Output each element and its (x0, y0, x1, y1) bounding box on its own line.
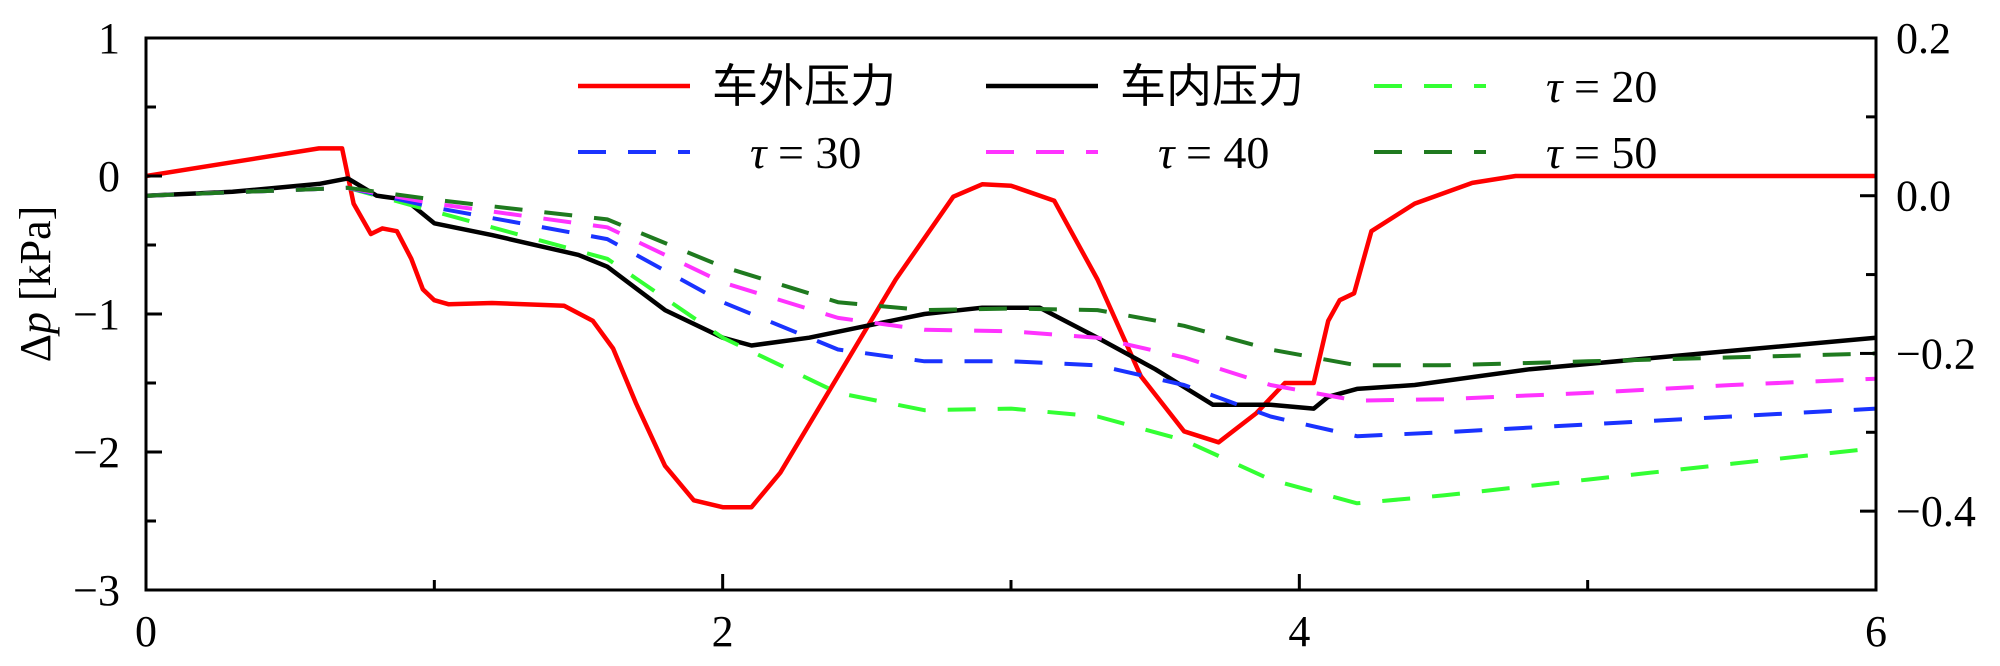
y-right-tick-label: −0.2 (1896, 329, 1976, 378)
x-tick-label: 4 (1288, 607, 1310, 656)
series-line-5 (146, 185, 1876, 403)
legend: 车外压力 车内压力 τ = 20 τ = 30 τ = 40 τ = 50 (578, 61, 1657, 178)
y-left-tick-label: 1 (98, 14, 120, 63)
legend-label-5: τ = 40 (1158, 127, 1269, 178)
y-left-tick-label: 0 (98, 152, 120, 201)
legend-label-2: 车内压力 (1120, 61, 1304, 112)
series-line-1 (146, 146, 1876, 510)
series-line-2 (146, 176, 1876, 411)
plot-frame (144, 36, 1878, 592)
series-line-6 (146, 185, 1876, 368)
x-tick-label: 6 (1865, 607, 1887, 656)
legend-label-4: τ = 30 (750, 127, 861, 178)
legend-label-3: τ = 20 (1546, 61, 1657, 112)
axes-layer: 0 2 4 6 1 0 −1 −2 −3 0.2 0.0 −0.2 −0.4 Δp [kPa] (11, 14, 1976, 656)
legend-label-6: τ = 50 (1546, 127, 1657, 178)
x-tick-label: 2 (712, 607, 734, 656)
x-tick-label: 0 (135, 607, 157, 656)
y-axis-title: Δp [kPa] (11, 206, 60, 363)
y-right-tick-label: −0.4 (1896, 487, 1976, 536)
series-layer (146, 146, 1876, 510)
series-line-4 (146, 185, 1876, 439)
series-line-3 (146, 185, 1876, 506)
y-left-tick-label: −1 (73, 290, 120, 339)
y-left-tick-label: −2 (73, 428, 120, 477)
y-right-tick-label: 0.0 (1896, 172, 1951, 221)
legend-label-1: 车外压力 (712, 61, 896, 112)
y-left-tick-label: −3 (73, 566, 120, 615)
y-right-tick-label: 0.2 (1896, 14, 1951, 63)
